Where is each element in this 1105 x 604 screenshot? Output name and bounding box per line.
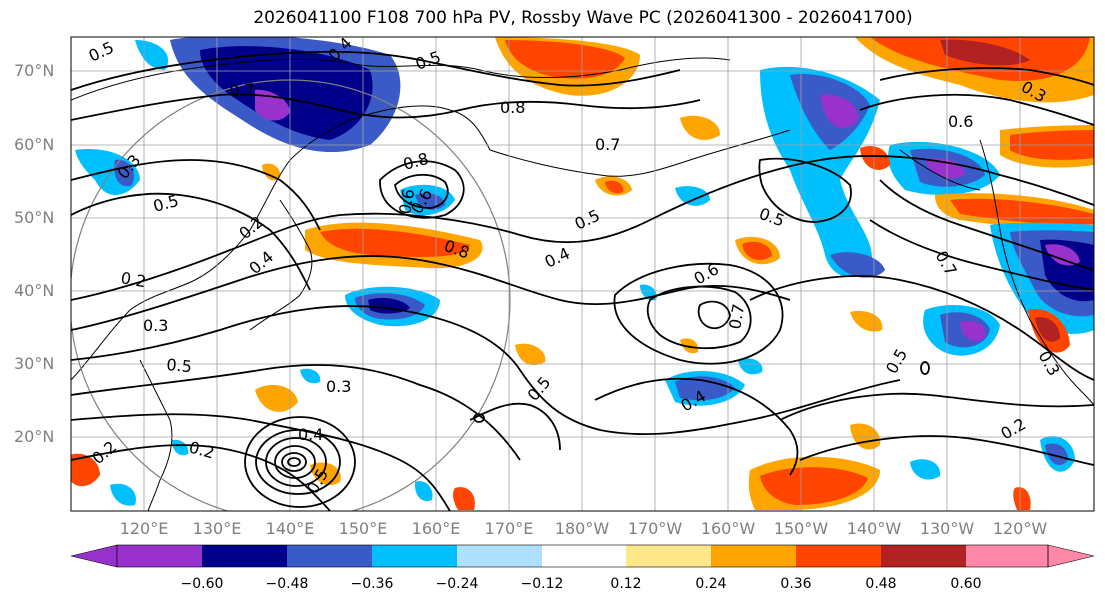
- pv-contours: [71, 50, 1094, 511]
- lat-label: 70°N: [14, 61, 55, 80]
- positive-anomaly: [760, 467, 868, 505]
- lat-label: 60°N: [14, 135, 55, 154]
- lon-label: 120°W: [992, 519, 1048, 538]
- colorbar-tick-label: 0.24: [695, 576, 727, 592]
- colorbar-segment: [372, 545, 457, 567]
- colorbar-segment: [457, 545, 542, 567]
- lon-label: 170°E: [484, 519, 534, 538]
- negative-anomaly: [675, 186, 710, 206]
- colorbar-tick-label: 0.36: [780, 576, 812, 592]
- negative-anomaly: [110, 483, 136, 506]
- lon-label: 170°W: [627, 519, 683, 538]
- negative-anomaly: [910, 459, 941, 480]
- negative-anomaly: [300, 368, 321, 384]
- contour-label: 0.6: [948, 112, 973, 131]
- colorbar-tick-label: 0.48: [865, 576, 897, 592]
- positive-anomaly: [505, 40, 625, 79]
- negative-anomaly: [255, 89, 290, 121]
- lon-label: 120°E: [119, 519, 169, 538]
- negative-anomaly: [414, 481, 433, 502]
- contour-label: 0.4: [298, 425, 323, 444]
- lon-label: 160°E: [411, 519, 461, 538]
- colorbar-segment: [711, 545, 796, 567]
- map-frame: [70, 36, 1095, 512]
- colorbar-tick-label: −0.60: [180, 576, 224, 592]
- negative-anomaly: [820, 94, 859, 128]
- colorbar-segment: [542, 545, 626, 567]
- positive-anomaly: [1035, 317, 1060, 342]
- colorbar: [70, 544, 1095, 568]
- graticule: [71, 37, 1094, 511]
- colorbar-tick-label: −0.24: [435, 576, 479, 592]
- lat-label: 20°N: [14, 427, 55, 446]
- colorbar-tick-label: −0.12: [520, 576, 564, 592]
- negative-anomaly: [200, 46, 373, 140]
- positive-anomaly: [680, 338, 699, 354]
- positive-anomaly: [515, 343, 546, 366]
- coastlines: [71, 57, 1094, 511]
- negative-anomaly: [172, 439, 189, 456]
- colorbar-segment: [966, 545, 1048, 567]
- negative-anomaly: [738, 358, 763, 375]
- positive-anomaly: [680, 115, 720, 140]
- contour-label: 0.8: [500, 98, 525, 117]
- lon-label: 140°W: [846, 519, 902, 538]
- lat-label: 40°N: [14, 281, 55, 300]
- colorbar-tick-label: −0.36: [350, 576, 394, 592]
- colorbar-low-arrow: [70, 544, 118, 568]
- lon-label: 160°W: [700, 519, 756, 538]
- colorbar-segment: [117, 545, 202, 567]
- negative-anomaly: [830, 252, 885, 278]
- positive-anomaly: [320, 228, 470, 257]
- positive-anomaly: [940, 39, 1030, 66]
- negative-anomaly: [960, 320, 986, 342]
- contour-label: 0.3: [143, 316, 168, 335]
- colorbar-segment: [287, 545, 372, 567]
- positive-anomaly: [1013, 487, 1031, 510]
- lon-label: 130°E: [192, 519, 242, 538]
- positive-anomaly: [605, 180, 624, 194]
- contour-label: 0.7: [725, 302, 748, 330]
- positive-anomaly: [262, 163, 281, 181]
- contour-label: 0.2: [119, 268, 147, 291]
- lon-label: 150°W: [773, 519, 829, 538]
- colorbar-tick-label: 0.12: [610, 576, 642, 592]
- negative-anomaly: [675, 376, 735, 401]
- lon-label: 130°W: [919, 519, 975, 538]
- lon-label: 150°E: [338, 519, 388, 538]
- contour-label: 0.7: [229, 80, 256, 101]
- lat-label: 50°N: [14, 208, 55, 227]
- colorbar-segment: [626, 545, 711, 567]
- contour-label: 0.5: [166, 355, 193, 376]
- colorbar-tick-label: −0.48: [265, 576, 309, 592]
- map-title: 2026041100 F108 700 hPa PV, Rossby Wave …: [253, 8, 913, 28]
- contour-label: 0.6: [395, 187, 418, 215]
- colorbar-segment: [796, 545, 881, 567]
- negative-anomaly: [1045, 244, 1080, 266]
- map-area: 0.5 0.4 0.7 0.8 0.5 0.3 0.8 0.7 0.6 0.3 …: [71, 37, 1094, 511]
- positive-anomaly: [453, 487, 475, 510]
- contour-label: 0.7: [595, 135, 620, 154]
- highlight-circle: [71, 79, 511, 511]
- contour-label: 0.3: [326, 377, 351, 396]
- colorbar-high-arrow: [1047, 544, 1095, 568]
- lon-label: 180°W: [554, 519, 610, 538]
- lat-label: 30°N: [14, 354, 55, 373]
- anomaly-shading: [71, 37, 1094, 510]
- positive-anomaly: [742, 241, 772, 260]
- positive-anomaly: [860, 145, 890, 170]
- colorbar-segment: [202, 545, 287, 567]
- positive-anomaly: [71, 453, 100, 487]
- negative-anomaly: [135, 40, 169, 70]
- lon-label: 140°E: [265, 519, 315, 538]
- positive-anomaly: [255, 384, 298, 412]
- colorbar-tick-label: 0.60: [950, 576, 982, 592]
- negative-anomaly: [1045, 443, 1068, 465]
- colorbar-segment: [881, 545, 966, 567]
